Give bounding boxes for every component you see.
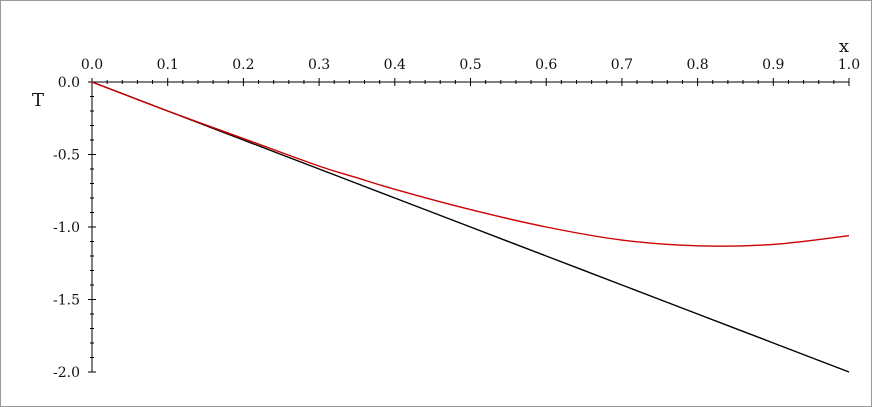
- x-tick-label: 1.0: [838, 57, 860, 73]
- x-tick-label: 0.6: [535, 57, 557, 73]
- x-tick-label: 0.8: [686, 57, 708, 73]
- x-tick-label: 0.9: [762, 57, 784, 73]
- y-axis-title: T: [32, 90, 44, 111]
- series-line-1: [91, 81, 850, 373]
- x-tick-label: 0.7: [611, 57, 633, 73]
- y-tick-label: -2.0: [53, 365, 80, 381]
- x-tick-label: 0.2: [232, 57, 254, 73]
- x-tick-label: 0.4: [384, 57, 406, 73]
- ticks: 0.0 0.1 0.2 0.3 0.4 0.5 0.6 0.7 0.8 0.9 1.0 0.0 -0.5…: [53, 57, 860, 381]
- y-tick-label: 0.0: [58, 75, 80, 91]
- y-tick-label: -0.5: [53, 148, 80, 164]
- series-line-2: [91, 81, 850, 247]
- x-axis-title: x: [839, 36, 849, 57]
- y-tick-label: -1.0: [53, 220, 80, 236]
- x-tick-label: 0.3: [308, 57, 330, 73]
- series: [91, 81, 850, 373]
- x-tick-label: 0.1: [157, 57, 179, 73]
- x-tick-label: 0.5: [459, 57, 481, 73]
- x-tick-label: 0.0: [81, 57, 103, 73]
- y-tick-label: -1.5: [53, 293, 80, 309]
